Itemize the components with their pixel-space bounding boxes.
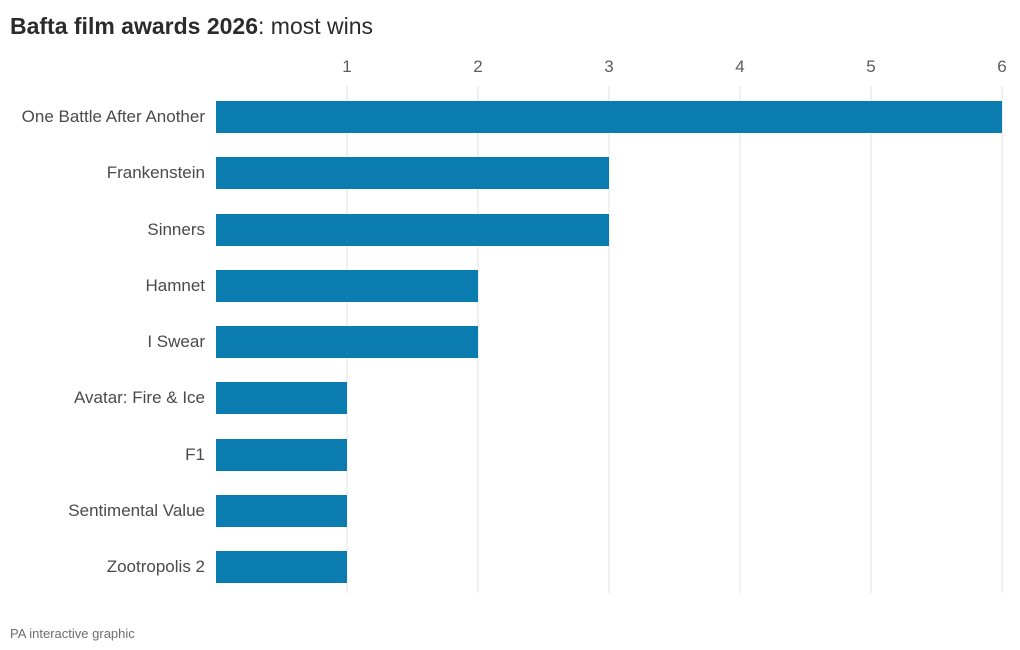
bar-track xyxy=(216,551,1002,584)
x-tick-label: 3 xyxy=(604,57,614,76)
bar[interactable] xyxy=(216,157,609,190)
bar-track xyxy=(216,157,1002,190)
bar-track xyxy=(216,326,1002,359)
category-label: One Battle After Another xyxy=(21,107,205,126)
bar-row: Sinners xyxy=(0,213,1020,246)
gridline xyxy=(870,86,872,593)
bar[interactable] xyxy=(216,213,609,246)
category-label: Sentimental Value xyxy=(68,501,205,521)
bar-row: F1 xyxy=(0,438,1020,471)
category-label: Zootropolis 2 xyxy=(106,557,205,577)
gridline xyxy=(477,86,479,593)
bar-row: One Battle After Another xyxy=(0,101,1020,133)
bar[interactable] xyxy=(216,326,478,359)
gridline xyxy=(608,86,610,593)
x-tick-label: 4 xyxy=(735,57,745,76)
bar-rows: One Battle After Another Frankenstein Si… xyxy=(0,101,1020,584)
bar[interactable] xyxy=(216,101,1002,133)
category-label: F1 xyxy=(185,444,205,464)
bar-track xyxy=(216,382,1002,415)
x-tick-label: 1 xyxy=(342,57,352,76)
category-label: Hamnet xyxy=(145,275,205,295)
bar-row: Frankenstein xyxy=(0,157,1020,190)
category-label: Frankenstein xyxy=(106,163,205,183)
bar[interactable] xyxy=(216,551,347,584)
bar-track xyxy=(216,495,1002,528)
bar[interactable] xyxy=(216,438,347,471)
x-tick-label: 2 xyxy=(473,57,483,76)
x-tick-label: 6 xyxy=(997,57,1007,76)
category-label: I Swear xyxy=(147,332,205,352)
source-credit: PA interactive graphic xyxy=(10,626,135,641)
bar-track xyxy=(216,101,1002,133)
chart-title: Bafta film awards 2026: most wins xyxy=(10,13,373,40)
gridline xyxy=(1001,86,1003,593)
bar-row: Avatar: Fire & Ice xyxy=(0,382,1020,415)
bar-track xyxy=(216,269,1002,302)
bar-row: I Swear xyxy=(0,326,1020,359)
bar-track xyxy=(216,438,1002,471)
category-label: Sinners xyxy=(147,219,205,239)
bar-track xyxy=(216,213,1002,246)
bar-row: Sentimental Value xyxy=(0,495,1020,528)
x-axis: 1 2 3 4 5 6 xyxy=(216,57,1006,77)
bar[interactable] xyxy=(216,269,478,302)
bar[interactable] xyxy=(216,495,347,528)
x-tick-label: 5 xyxy=(866,57,876,76)
gridline xyxy=(739,86,741,593)
bar-row: Hamnet xyxy=(0,269,1020,302)
chart-title-rest: : most wins xyxy=(258,13,374,39)
chart-title-bold: Bafta film awards 2026 xyxy=(10,13,259,39)
category-label: Avatar: Fire & Ice xyxy=(73,388,205,408)
bar-row: Zootropolis 2 xyxy=(0,551,1020,584)
bar[interactable] xyxy=(216,382,347,415)
